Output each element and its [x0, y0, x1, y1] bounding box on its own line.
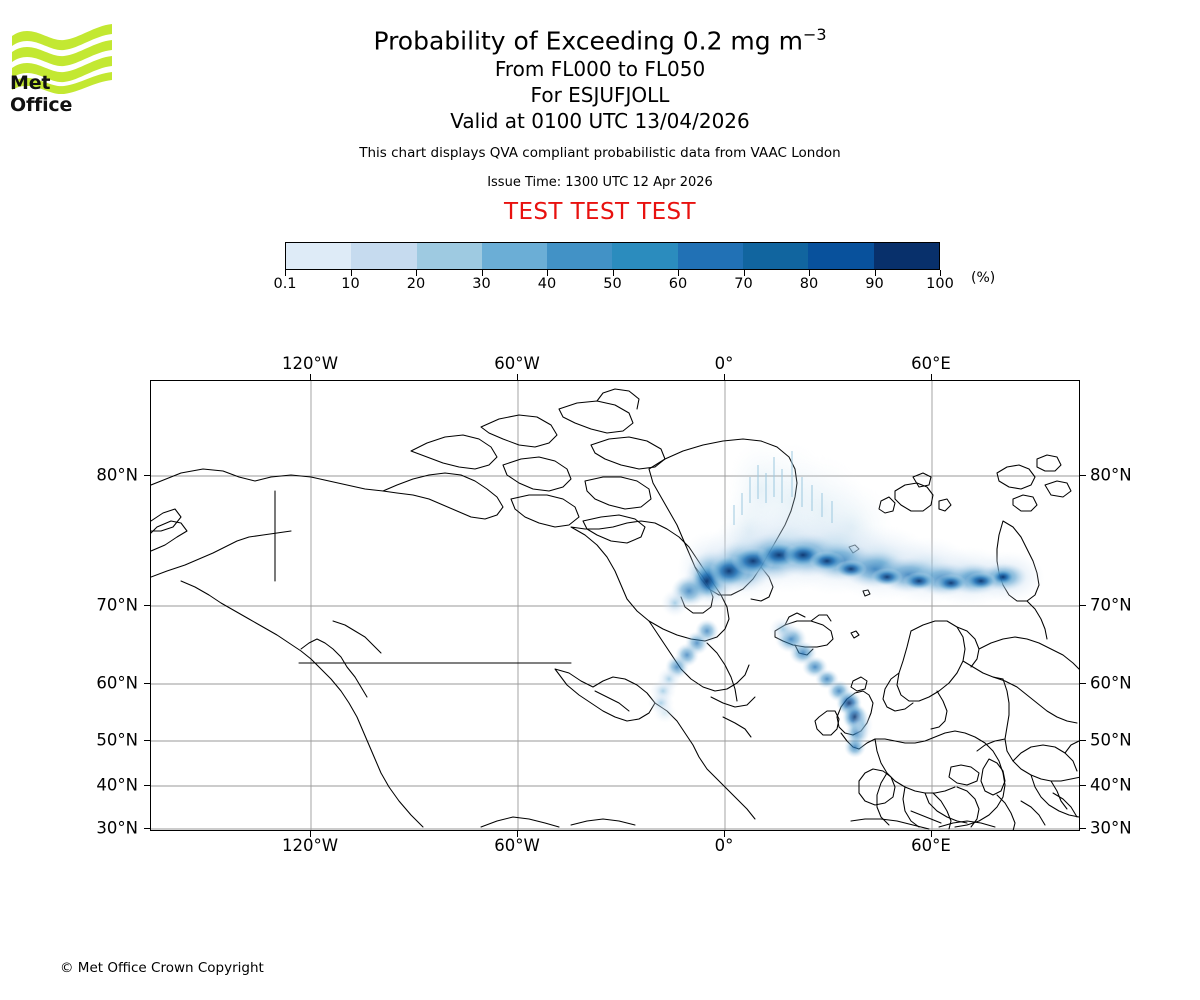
lat-tick-80n-right: [1080, 475, 1086, 476]
lat-tick-60n-left: [144, 683, 150, 684]
colorbar-tick-60: [678, 270, 679, 276]
map-gridlines: [151, 381, 1079, 830]
colorbar-tick-label-10: 10: [341, 276, 360, 292]
colorbar-swatch-0: [286, 243, 352, 269]
colorbar-tick-20: [416, 270, 417, 276]
lat-tick-70n-right: [1080, 605, 1086, 606]
colorbar-swatch-2: [416, 243, 482, 269]
lon-label-120w-bottom: 120°W: [281, 836, 339, 855]
colorbar-tick-10: [350, 270, 352, 276]
colorbar-tick-50: [612, 270, 614, 276]
lon-tick-0-bottom: [724, 831, 725, 837]
colorbar-swatches: [285, 242, 940, 270]
lon-tick-120w-bottom: [310, 831, 311, 837]
colorbar-unit-label: (%): [971, 270, 996, 286]
lat-label-50n-right: 50°N: [1090, 730, 1132, 750]
lat-label-70n-right: 70°N: [1090, 595, 1132, 615]
test-banner: TEST TEST TEST: [504, 198, 696, 225]
lon-label-0-top: 0°: [714, 354, 734, 373]
colorbar-swatch-1: [351, 243, 417, 269]
colorbar-tick-30: [481, 270, 483, 276]
lat-tick-40n-right: [1080, 785, 1086, 786]
issue-time: Issue Time: 1300 UTC 12 Apr 2026: [487, 174, 713, 190]
colorbar-tick-label-20: 20: [406, 276, 426, 292]
lon-tick-60w-top: [517, 374, 518, 380]
chart-note: This chart displays QVA compliant probab…: [359, 144, 841, 161]
colorbar-tick-label-90: 90: [865, 276, 884, 292]
lat-label-40n-right: 40°N: [1090, 775, 1132, 795]
lon-label-0-bottom: 0°: [714, 836, 734, 855]
lat-label-30n-left: 30°N: [96, 818, 138, 838]
lon-tick-0-top: [724, 374, 725, 380]
lon-label-60w-top: 60°W: [494, 354, 540, 373]
lat-label-70n-left: 70°N: [96, 595, 138, 615]
colorbar-tick-label-100: 100: [926, 276, 954, 292]
lon-label-60e-top: 60°E: [911, 354, 951, 373]
lon-tick-60w-bottom: [517, 831, 518, 837]
lat-label-80n-left: 80°N: [96, 465, 138, 485]
colorbar-tick-0.1: [285, 270, 286, 276]
colorbar-tick-label-50: 50: [603, 276, 622, 292]
lat-label-40n-left: 40°N: [96, 775, 138, 795]
colorbar-swatch-8: [808, 243, 874, 269]
lat-label-80n-right: 80°N: [1090, 465, 1132, 485]
lon-label-60w-bottom: 60°W: [494, 836, 540, 855]
lat-tick-80n-left: [144, 475, 150, 476]
lon-label-120w-top: 120°W: [281, 354, 339, 373]
colorbar-tick-label-60: 60: [668, 276, 688, 292]
lat-tick-30n-right: [1080, 828, 1086, 829]
met-office-wordmark: Met Office: [10, 72, 73, 116]
lat-tick-50n-left: [144, 740, 150, 741]
lat-label-30n-right: 30°N: [1090, 818, 1132, 838]
colorbar-swatch-4: [547, 243, 613, 269]
map-frame: [150, 380, 1080, 831]
ash-plume-field: [648, 439, 1045, 758]
colorbar-swatch-5: [612, 243, 678, 269]
colorbar-tick-label-40: 40: [537, 276, 557, 292]
map-plot-area: 120°W 60°W 0° 60°E 120°W 60°W 0° 60°E 80…: [96, 354, 1131, 855]
lat-label-50n-left: 50°N: [96, 730, 138, 750]
colorbar-tick-90: [874, 270, 876, 276]
lon-tick-60e-bottom: [931, 831, 932, 837]
lat-tick-30n-left: [144, 828, 150, 829]
colorbar-swatch-9: [873, 243, 939, 269]
copyright-notice: © Met Office Crown Copyright: [60, 960, 264, 976]
lat-tick-70n-left: [144, 605, 150, 606]
lat-tick-60n-right: [1080, 683, 1086, 684]
lat-label-60n-left: 60°N: [96, 673, 138, 693]
colorbar-tick-100: [940, 270, 941, 276]
colorbar-tick-40: [547, 270, 548, 276]
lon-label-60e-bottom: 60°E: [911, 836, 951, 855]
met-office-wave-mark: [12, 24, 112, 95]
colorbar-tick-label-80: 80: [799, 276, 819, 292]
colorbar-tick-label-30: 30: [472, 276, 491, 292]
map-canvas: [151, 381, 1079, 830]
title-exponent: −3: [802, 25, 827, 44]
chart-title-block: Probability of Exceeding 0.2 mg m−3 From…: [0, 0, 1200, 225]
lon-tick-120w-top: [310, 374, 311, 380]
title-volcano: For ESJUFJOLL: [530, 82, 670, 107]
lat-tick-40n-left: [144, 785, 150, 786]
colorbar-swatch-6: [677, 243, 744, 269]
colorbar-tick-80: [809, 270, 810, 276]
page-title: Probability of Exceeding 0.2 mg m−3: [0, 25, 1200, 56]
title-main-text: Probability of Exceeding 0.2 mg m: [373, 26, 803, 56]
colorbar-swatch-7: [743, 243, 809, 269]
colorbar-tick-70: [743, 270, 745, 276]
map-coastlines: [151, 388, 1079, 830]
lat-label-60n-right: 60°N: [1090, 673, 1132, 693]
lon-tick-60e-top: [931, 374, 932, 380]
lat-tick-50n-right: [1080, 740, 1086, 741]
met-office-logo: Met Office: [10, 20, 114, 116]
colorbar-tick-label-0.1: 0.1: [273, 276, 297, 292]
colorbar-tick-label-70: 70: [734, 276, 753, 292]
title-flight-levels: From FL000 to FL050: [494, 56, 706, 81]
colorbar-swatch-3: [481, 243, 548, 269]
title-valid-time: Valid at 0100 UTC 13/04/2026: [450, 108, 750, 133]
